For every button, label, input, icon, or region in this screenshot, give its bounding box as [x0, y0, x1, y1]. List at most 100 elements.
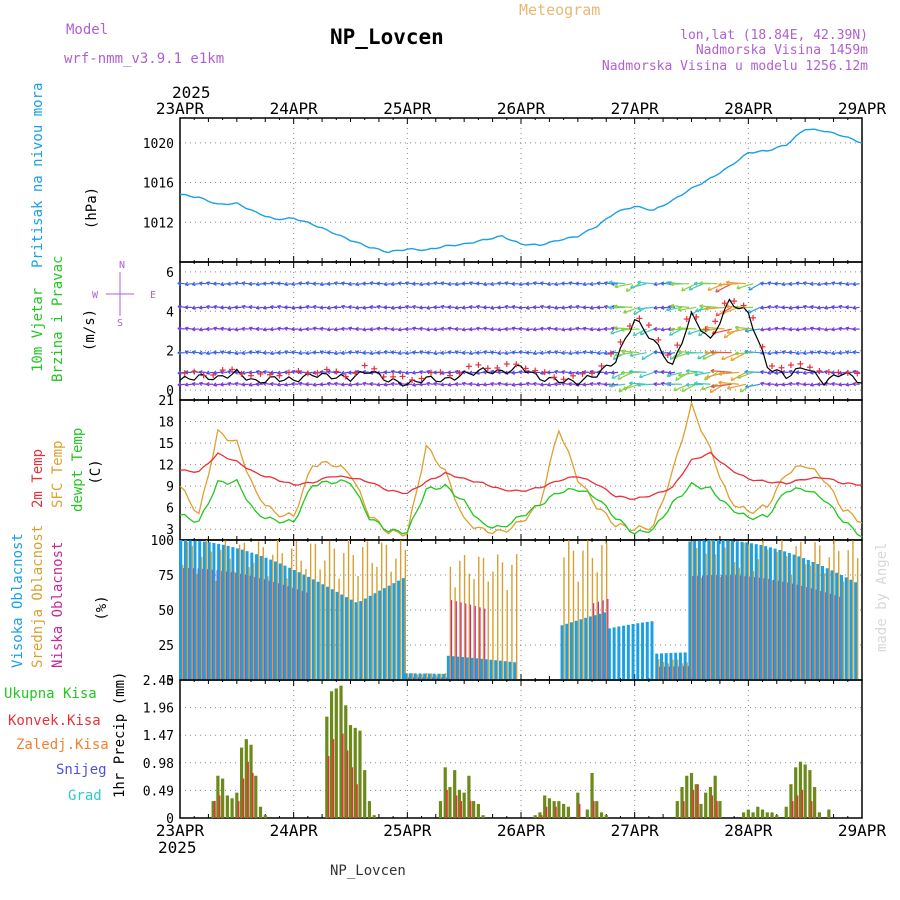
wind-arrow: [234, 327, 242, 332]
model-label: Model: [66, 22, 108, 38]
wind-arrow: [582, 350, 590, 355]
top-date-tick: 29APR: [838, 99, 887, 118]
pressure-unit: (hPa): [84, 187, 100, 229]
y-tick-label: 18: [158, 416, 174, 431]
gust-marker: [532, 367, 539, 374]
wind-arrow: [660, 305, 668, 310]
wind-arrow: [767, 381, 775, 387]
wind-arrow: [788, 381, 796, 387]
wind-arrow: [660, 327, 668, 332]
wind-arrow: [447, 350, 455, 355]
total-precip-bar: [751, 812, 755, 818]
wind-arrow: [191, 326, 199, 332]
gust-marker: [844, 369, 851, 376]
wind-arrow: [838, 304, 846, 310]
wind-arrow: [816, 305, 825, 310]
conv-precip-bar: [801, 789, 804, 818]
wind-arrow: [454, 281, 462, 287]
gust-marker: [484, 365, 491, 372]
wind-arrow: [326, 381, 334, 387]
gust-marker: [257, 370, 264, 377]
conv-precip-bar: [327, 756, 330, 818]
wind-arrow: [340, 304, 349, 310]
wind-arrow: [177, 382, 185, 387]
wind-arrow: [433, 350, 441, 356]
gust-marker: [712, 318, 719, 325]
wind-arrow: [234, 281, 242, 286]
wind-arrow: [212, 281, 221, 286]
total-precip-bar: [329, 691, 334, 818]
wind-arrow: [737, 371, 754, 379]
wind-arrow: [362, 381, 370, 387]
wind-arrow: [291, 350, 299, 355]
watermark: made by Angel: [874, 542, 890, 652]
wind-arrow: [831, 327, 839, 332]
gust-marker: [825, 368, 832, 375]
y-tick-label: 6: [166, 266, 174, 281]
wind-arrow: [816, 281, 825, 287]
wind-arrow: [419, 281, 427, 287]
top-date-tick: 26APR: [497, 99, 546, 118]
wind-arrow: [736, 283, 754, 290]
sfc-temp-line: [179, 400, 863, 537]
conv-precip-bar: [697, 784, 699, 818]
wind-arrow: [276, 382, 285, 387]
gust-marker: [551, 374, 558, 381]
total-precip-bar: [462, 792, 466, 818]
total-precip-bar: [211, 801, 215, 818]
wind-arrow: [475, 326, 484, 331]
temperature-panel: 3 6 9 12 15 18 21: [158, 394, 863, 541]
wind-arrow: [620, 349, 640, 354]
y-tick-label: 21: [158, 394, 174, 409]
total-precip-bar: [775, 815, 779, 818]
wind-arrow: [440, 281, 448, 286]
wind-arrow: [426, 381, 434, 387]
wind-arrow: [419, 350, 427, 355]
y-tick-label: 2: [166, 345, 174, 360]
wind-arrow: [369, 350, 377, 356]
gust-marker: [579, 370, 586, 377]
wind-arrow: [326, 369, 335, 375]
gust-marker: [342, 373, 349, 380]
wind-arrow: [333, 350, 342, 356]
gust-marker: [238, 370, 245, 377]
wind-arrow: [362, 281, 370, 286]
wind-arrow: [745, 383, 761, 389]
wind-arrow: [614, 283, 633, 289]
gust-marker: [740, 302, 747, 309]
wind-arrow: [198, 350, 207, 356]
wind-arrow: [767, 370, 775, 375]
wind-arrow: [725, 280, 747, 285]
header: Model wrf-nmm_v3.9.1 e1km NP_Lovcen Mete…: [64, 1, 868, 102]
wind-arrow: [333, 305, 342, 310]
wind-arrow: [532, 381, 541, 387]
wind-arrow: [312, 382, 320, 387]
wind-arrow: [198, 305, 207, 310]
wind-arrow: [490, 326, 498, 332]
wind-arrow: [575, 350, 583, 355]
wind-arrow: [561, 350, 569, 356]
top-date-tick: 24APR: [270, 99, 319, 118]
total-precip-bar: [325, 716, 329, 818]
wind-arrow: [284, 350, 292, 355]
wind-arrow: [411, 281, 420, 286]
wind-arrow: [220, 370, 228, 375]
wind-arrow: [234, 370, 242, 375]
wind-arrow: [333, 281, 342, 286]
y-tick-label: 75: [158, 569, 174, 584]
gust-marker: [210, 372, 217, 379]
pressure-panel: 1012 1016 1020: [143, 117, 863, 263]
wind-arrow: [440, 350, 448, 356]
model-name: wrf-nmm_v3.9.1 e1km: [64, 51, 224, 67]
wind-arrow: [637, 280, 654, 285]
wind-unit: (m/s): [82, 309, 98, 351]
wind-arrow: [212, 370, 221, 375]
gust-marker: [655, 336, 662, 343]
bottom-date-tick: 29APR: [838, 821, 887, 840]
total-precip-bar: [552, 801, 556, 818]
wind-arrow: [561, 281, 569, 286]
wind-arrow: [539, 350, 548, 356]
wind-arrow: [608, 280, 626, 285]
wind-arrow: [603, 370, 612, 375]
wind-arrow: [546, 326, 555, 331]
